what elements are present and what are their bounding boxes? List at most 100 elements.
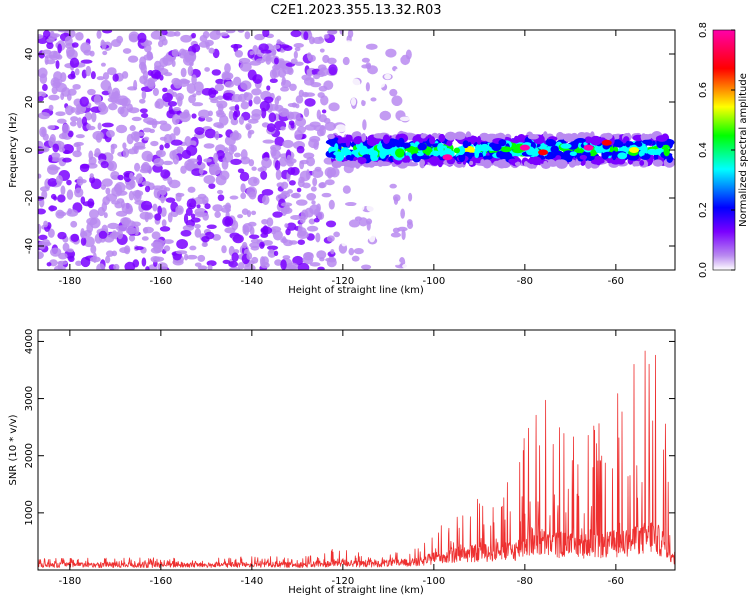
spectrogram-cell — [430, 150, 441, 157]
spectrogram-cell — [176, 146, 184, 154]
spectrogram-cell — [297, 179, 305, 188]
spectrogram-cell — [89, 173, 94, 179]
spectrogram-cell — [50, 156, 62, 162]
spectrogram-cell — [221, 159, 229, 170]
spectrogram-cell — [216, 149, 225, 160]
spectrogram-cell — [406, 100, 414, 109]
spectrogram-cell — [174, 31, 181, 37]
spectrogram-cell — [240, 183, 246, 193]
spectrogram-cell — [114, 202, 123, 209]
spectrogram-cell — [69, 120, 77, 127]
snr-x-tick-label: -80 — [517, 576, 533, 587]
spectrogram-cell — [392, 172, 400, 180]
spectrogram-hotspot — [629, 147, 640, 153]
spectrogram-cell — [66, 49, 78, 60]
spectrogram-cell — [324, 179, 335, 186]
spectrogram-cell — [328, 199, 335, 210]
spectrogram-cell — [401, 157, 410, 163]
spectrogram-cell — [224, 81, 235, 88]
spectrogram-cell — [204, 128, 217, 139]
spectrogram-cell — [105, 250, 114, 257]
spectrogram-cell — [319, 48, 325, 53]
spectrogram-cell — [338, 137, 349, 144]
spectrogram-cell — [626, 154, 639, 161]
spectrogram-cell — [604, 132, 613, 140]
spectrogram-cell — [317, 211, 325, 221]
spectrogram-cell — [159, 123, 172, 132]
spectrogram-cell — [180, 34, 192, 43]
spectrogram-cell — [479, 143, 490, 152]
spectrogram-cell — [150, 69, 162, 79]
spectrogram-cell — [281, 108, 289, 117]
spectrogram-hotspot — [442, 154, 453, 161]
spectrogram-cell — [365, 82, 370, 92]
spectrogram-cell — [259, 100, 271, 112]
spectrogram-cell — [268, 112, 277, 123]
spectrogram-cell — [191, 74, 197, 86]
spectrogram-cell — [351, 255, 360, 262]
spectrogram-cell — [92, 130, 104, 141]
spectrogram-cell — [363, 193, 373, 200]
colorbar-label: Normalized spectral amplitude — [738, 73, 749, 227]
spectrogram-cell — [361, 132, 367, 142]
spectrogram-cell — [219, 32, 229, 37]
spectrogram-cell — [560, 143, 572, 149]
spectrogram-cell — [304, 124, 317, 131]
spectrogram-cell — [57, 43, 62, 54]
spectrogram-cell — [384, 73, 392, 80]
spectrogram-cell — [389, 183, 397, 189]
spectrogram-cell — [378, 179, 384, 190]
spectrogram-cell — [186, 198, 197, 210]
spectrogram-cell — [555, 155, 562, 161]
spectrogram-cell — [101, 122, 114, 128]
spectrogram-cell — [319, 67, 329, 77]
spectrogram-cell — [205, 117, 213, 122]
spectrogram-cell — [362, 119, 367, 131]
spectrogram-cell — [130, 131, 140, 141]
spectrogram-cell — [286, 262, 299, 270]
spectrogram-cell — [139, 98, 146, 104]
spectrogram-cell — [38, 34, 44, 39]
spectrogram-cell — [234, 104, 240, 111]
spectrogram-cell — [354, 170, 362, 177]
spectrogram-cell — [639, 159, 645, 166]
spectrogram-cell — [53, 71, 63, 81]
spectrogram-cell — [444, 131, 457, 141]
spectrogram-cell — [55, 174, 63, 185]
spectrogram-cell — [344, 202, 357, 207]
spectrogram-cell — [311, 168, 324, 178]
spectrogram-cell — [335, 76, 344, 81]
spectrogram-cell — [131, 116, 142, 122]
spectrogram-cell — [231, 93, 243, 103]
spectrogram-x-ticks: -180 -160 -140 -120 -100 -80 -60 — [58, 30, 624, 287]
spectrogram-cell — [108, 103, 118, 111]
spectrogram-cell — [208, 183, 216, 189]
spectrogram-cell — [139, 108, 148, 114]
spectrogram-cell — [313, 208, 319, 217]
spectrogram-cell — [240, 101, 250, 110]
spectrogram-cell — [385, 48, 397, 58]
spectrogram-cell — [48, 104, 54, 111]
snr-y-tick-label: 3000 — [24, 386, 35, 411]
spectrogram-cell — [79, 96, 90, 107]
spectrogram-cell — [48, 94, 60, 101]
spectrogram-cell — [259, 241, 265, 249]
spectrogram-cell — [247, 176, 260, 187]
spectrogram-cell — [48, 205, 58, 212]
spectrogram-cell — [38, 196, 45, 201]
spectrogram-cell — [274, 136, 285, 147]
spectrogram-cell — [42, 83, 48, 92]
spectrogram-cell — [56, 118, 67, 124]
spectrogram-cell — [266, 217, 274, 227]
spectrogram-cell — [183, 213, 189, 224]
spectrogram-cell — [121, 202, 133, 214]
spectrogram-cell — [180, 229, 192, 237]
spectrogram-cell — [229, 132, 242, 141]
spectrogram-cell — [545, 138, 556, 147]
spectrogram-cell — [279, 44, 290, 49]
spectrogram-cell — [70, 233, 80, 242]
spectrogram-cell — [543, 160, 548, 167]
spectrogram-cell — [137, 32, 147, 43]
spectrogram-cell — [209, 164, 218, 170]
spectrogram-cell — [295, 199, 308, 206]
